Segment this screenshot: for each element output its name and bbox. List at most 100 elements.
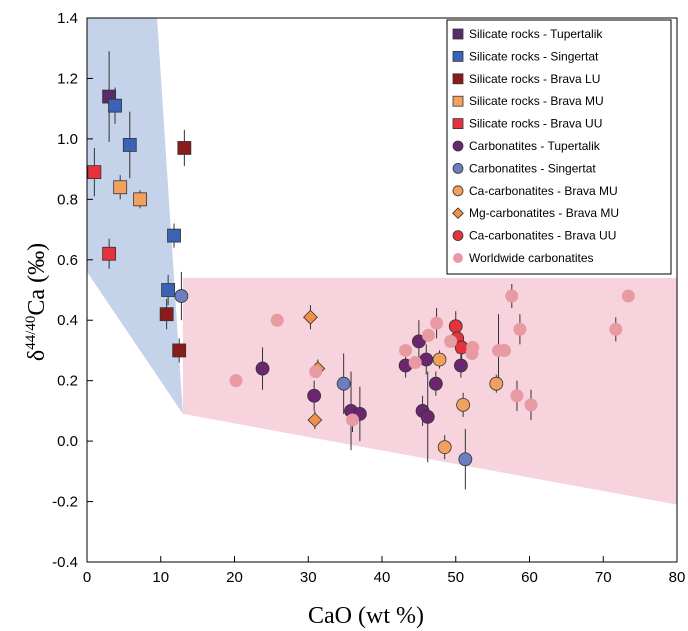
legend-swatch-worldwide-carbonatites xyxy=(453,253,463,263)
x-tick-label: 50 xyxy=(447,569,464,586)
worldwide-carbonatites-point xyxy=(270,313,284,327)
x-tick-label: 80 xyxy=(669,569,686,586)
y-axis-title-delta: δ xyxy=(24,350,50,361)
carbonatites-tupertalik-point xyxy=(411,334,426,349)
carbonatites-singertat-point xyxy=(458,452,473,467)
worldwide-carbonatites-point xyxy=(497,343,511,357)
y-tick-label: 1.4 xyxy=(57,10,78,27)
legend-swatch-silicate-rocks-singertat xyxy=(452,51,464,62)
silicate-rocks-brava-mu-point xyxy=(133,192,148,207)
legend: Silicate rocks - Tupertalik Silicate rock… xyxy=(446,19,672,275)
legend-swatch-ca-carbonatites-brava-uu xyxy=(452,230,464,242)
legend-label-silicate-rocks-singertat: Silicate rocks - Singertat xyxy=(469,49,599,63)
mg-carbonatites-brava-mu-point xyxy=(307,412,323,428)
legend-label-mg-carbonatites-brava-mu: Mg-carbonatites - Brava MU xyxy=(469,206,619,220)
worldwide-carbonatites-point xyxy=(229,374,243,388)
ca-carbonatites-brava-mu-point xyxy=(489,376,504,391)
y-tick-label: -0.2 xyxy=(52,494,78,511)
carbonatite-field xyxy=(182,277,677,505)
y-tick-label: 0.4 xyxy=(57,312,78,329)
x-tick-label: 0 xyxy=(83,569,91,586)
carbonatites-tupertalik-point xyxy=(428,376,443,391)
worldwide-carbonatites-point xyxy=(430,316,444,330)
worldwide-carbonatites-point xyxy=(621,289,635,303)
x-tick-label: 20 xyxy=(226,569,243,586)
silicate-rocks-brava-lu-point xyxy=(177,141,192,155)
x-tick-label: 60 xyxy=(521,569,538,586)
x-axis-ticks: 0 10 20 30 40 50 60 70 80 xyxy=(83,556,686,586)
x-tick-label: 10 xyxy=(152,569,169,586)
carbonatites-tupertalik-point xyxy=(454,358,468,373)
y-axis-title: δ44/40Ca (‰) xyxy=(23,243,50,361)
ca-carbonatites-brava-mu-point xyxy=(456,397,471,412)
ca-carbonatites-brava-uu-point xyxy=(448,319,463,334)
worldwide-carbonatites-point xyxy=(513,322,527,336)
x-tick-label: 70 xyxy=(595,569,612,586)
legend-label-silicate-rocks-brava-mu: Silicate rocks - Brava MU xyxy=(469,94,604,108)
carbonatites-tupertalik-point xyxy=(255,361,270,376)
legend-label-silicate-rocks-tupertalik: Silicate rocks - Tupertalik xyxy=(469,27,603,41)
x-tick-label: 40 xyxy=(374,569,391,586)
worldwide-carbonatites-point xyxy=(505,289,519,303)
y-tick-label: 0.6 xyxy=(57,252,78,269)
worldwide-carbonatites-point xyxy=(510,389,524,403)
legend-swatch-silicate-rocks-brava-uu xyxy=(452,118,464,129)
y-tick-label: 0.0 xyxy=(57,433,78,450)
y-tick-label: 0.8 xyxy=(57,191,78,208)
carbonatites-tupertalik-point xyxy=(420,410,435,424)
legend-label-ca-carbonatites-brava-uu: Ca-carbonatites - Brava UU xyxy=(469,229,616,243)
x-tick-label: 30 xyxy=(300,569,317,586)
legend-swatch-mg-carbonatites-brava-mu xyxy=(452,207,464,220)
silicate-rocks-brava-lu-point xyxy=(159,307,174,322)
silicate-rocks-singertat-point xyxy=(167,228,181,243)
legend-box xyxy=(446,19,672,275)
y-tick-label: -0.4 xyxy=(52,554,78,571)
legend-label-carbonatites-tupertalik: Carbonatites - Tupertalik xyxy=(469,139,601,153)
worldwide-carbonatites-point xyxy=(465,346,479,360)
legend-label-carbonatites-singertat: Carbonatites - Singertat xyxy=(469,161,596,175)
legend-swatch-carbonatites-singertat xyxy=(452,162,464,174)
y-tick-label: 1.2 xyxy=(57,70,78,87)
worldwide-carbonatites-point xyxy=(524,398,538,412)
silicate-rocks-brava-lu-point xyxy=(172,343,187,358)
silicate-rocks-brava-uu-point xyxy=(87,165,102,180)
legend-swatch-carbonatites-tupertalik xyxy=(452,140,464,152)
worldwide-carbonatites-point xyxy=(408,356,422,370)
worldwide-carbonatites-point xyxy=(421,328,435,342)
silicate-rocks-singertat-point xyxy=(108,98,122,113)
y-axis-title-rest: Ca (‰) xyxy=(24,243,50,316)
silicate-rocks-brava-uu-point xyxy=(102,246,117,261)
silicate-rocks-brava-mu-point xyxy=(113,180,128,195)
legend-swatch-silicate-rocks-tupertalik xyxy=(452,28,464,40)
carbonatites-tupertalik-point xyxy=(307,388,322,403)
legend-label-ca-carbonatites-brava-mu: Ca-carbonatites - Brava MU xyxy=(469,184,618,198)
legend-swatch-ca-carbonatites-brava-mu xyxy=(452,185,464,197)
y-tick-label: 0.2 xyxy=(57,373,78,390)
y-axis-title-sup: 44/40 xyxy=(23,316,39,350)
carbonatites-singertat-point xyxy=(174,289,189,303)
carbonatites-tupertalik-point xyxy=(419,352,434,367)
mg-carbonatites-brava-mu-point xyxy=(303,309,318,325)
carbonatites-singertat-point xyxy=(336,376,351,391)
legend-label-silicate-rocks-brava-uu: Silicate rocks - Brava UU xyxy=(469,117,602,131)
legend-swatch-silicate-rocks-brava-lu xyxy=(452,73,464,85)
silicate-rocks-singertat-point xyxy=(161,283,176,297)
y-tick-label: 1.0 xyxy=(57,131,78,148)
legend-swatch-silicate-rocks-brava-mu xyxy=(452,95,464,107)
silicate-field xyxy=(87,18,183,414)
legend-label-silicate-rocks-brava-lu: Silicate rocks - Brava LU xyxy=(469,72,600,86)
regions xyxy=(87,18,677,505)
worldwide-carbonatites-point xyxy=(399,343,413,357)
worldwide-carbonatites-point xyxy=(444,334,458,348)
silicate-rocks-singertat-point xyxy=(122,138,137,152)
ca-carbonatites-brava-mu-point xyxy=(432,352,447,367)
legend-label-worldwide-carbonatites: Worldwide carbonatites xyxy=(469,251,594,265)
worldwide-carbonatites-point xyxy=(346,413,359,427)
worldwide-carbonatites-point xyxy=(609,322,623,336)
x-axis-title: CaO (wt %) xyxy=(308,603,424,629)
ca-carbonatites-brava-mu-point xyxy=(437,440,452,455)
worldwide-carbonatites-point xyxy=(309,365,323,379)
data-markers xyxy=(87,89,635,467)
y-axis-ticks: -0.4 -0.2 0.0 0.2 0.4 0.6 0.8 1.0 1.2 1.4 xyxy=(52,10,93,571)
